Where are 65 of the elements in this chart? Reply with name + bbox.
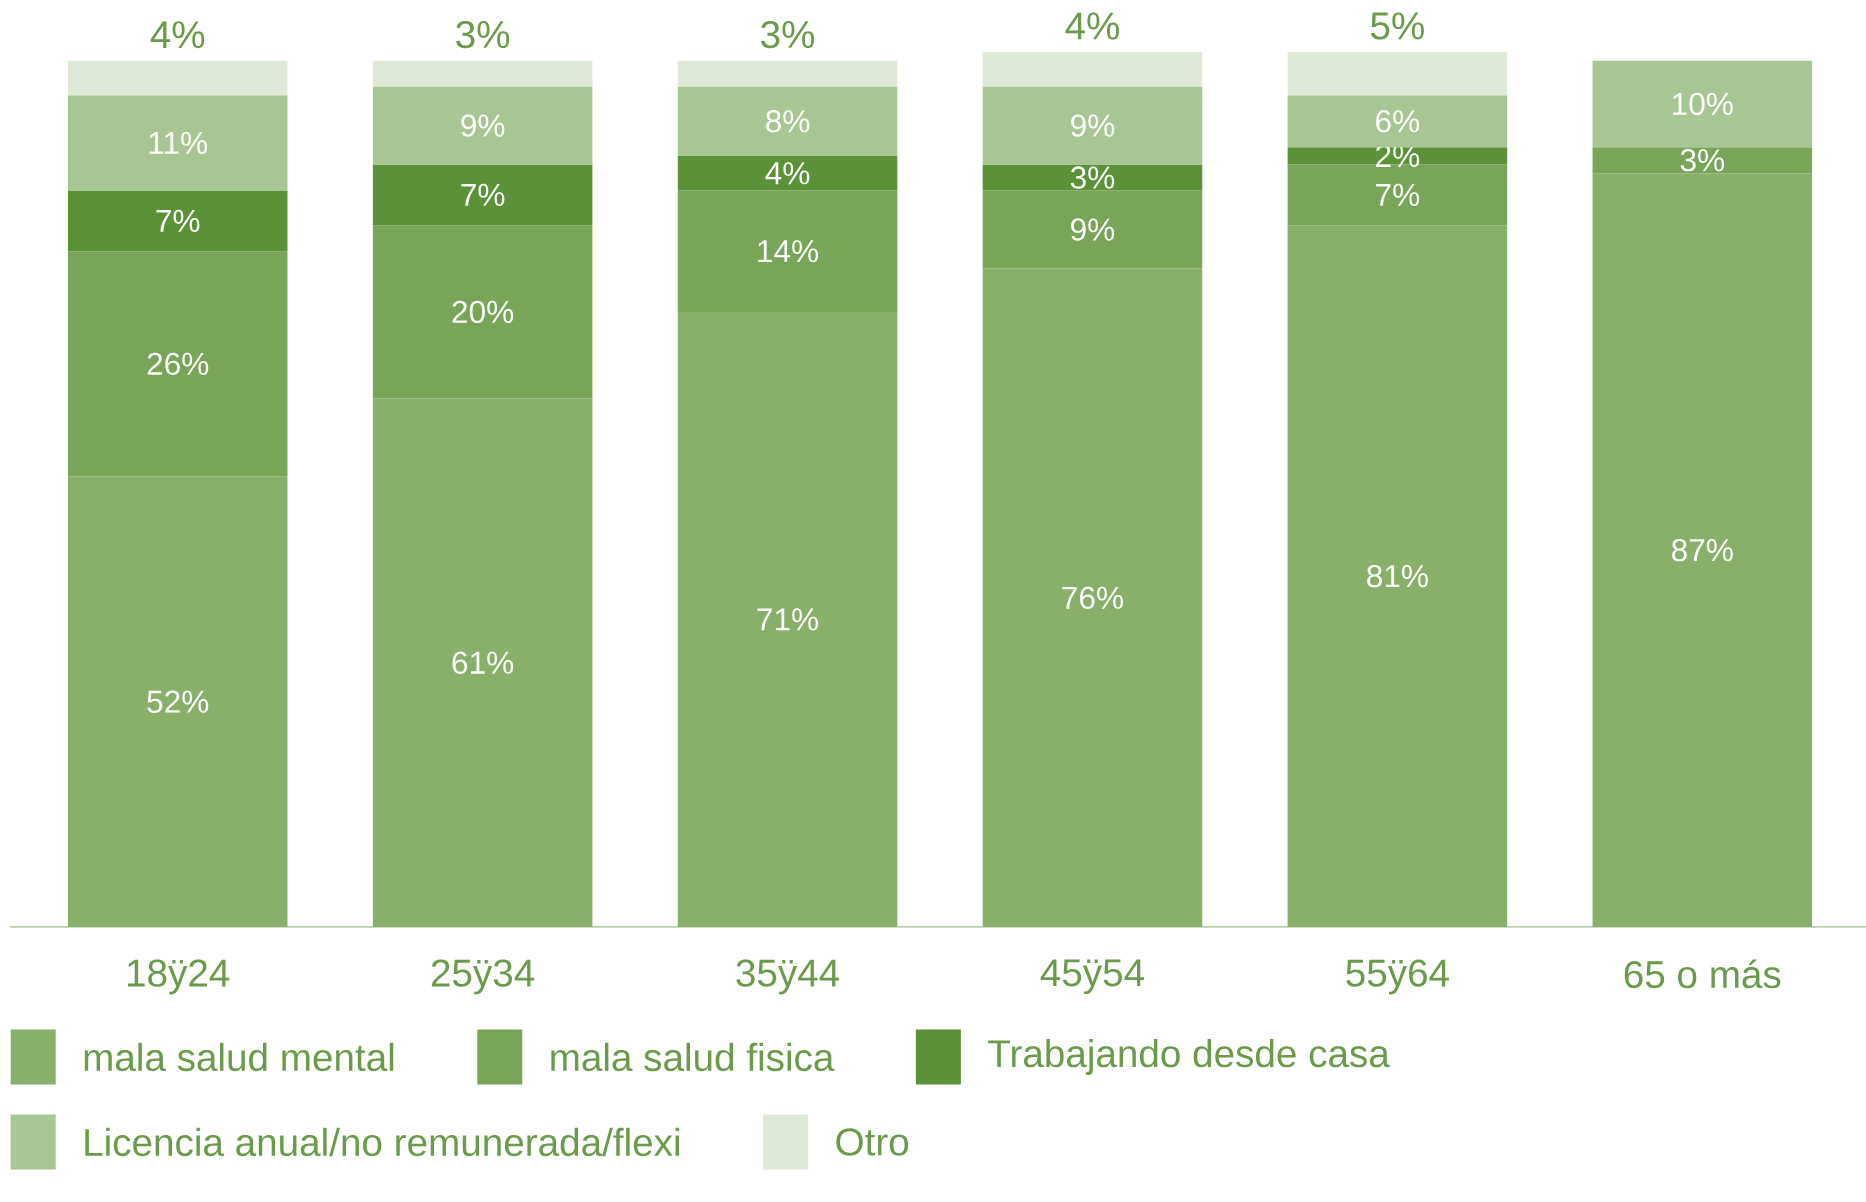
data-label: 5% bbox=[1371, 12, 1424, 40]
x-tick-label: 18ÿ24 bbox=[127, 959, 230, 995]
data-label: 14% bbox=[758, 240, 819, 263]
bar bbox=[372, 225, 593, 399]
data-label: 3% bbox=[456, 20, 510, 49]
bar bbox=[372, 164, 593, 226]
x-tick-label: 35ÿ44 bbox=[736, 959, 840, 995]
bar bbox=[1592, 60, 1813, 148]
data-label: 4% bbox=[150, 21, 205, 49]
bar bbox=[677, 155, 898, 191]
bar bbox=[982, 268, 1203, 927]
bar bbox=[677, 190, 898, 312]
data-label: 4% bbox=[1065, 12, 1119, 40]
bar bbox=[1287, 147, 1508, 165]
bar bbox=[982, 86, 1203, 165]
bar bbox=[677, 311, 898, 927]
bar bbox=[67, 476, 288, 927]
bar bbox=[677, 60, 898, 87]
data-label: 81% bbox=[1367, 564, 1428, 588]
data-label: 87% bbox=[1672, 538, 1733, 562]
bar bbox=[67, 251, 288, 477]
data-label: 3% bbox=[761, 20, 815, 49]
x-tick-label: 55ÿ64 bbox=[1346, 959, 1449, 995]
data-label: 6% bbox=[1376, 110, 1420, 133]
bar bbox=[1287, 51, 1508, 96]
legend-label: mala salud fisica bbox=[551, 1042, 835, 1072]
data-label: 52% bbox=[147, 690, 209, 713]
bar bbox=[677, 86, 898, 156]
data-label: 26% bbox=[147, 352, 209, 376]
data-label: 61% bbox=[452, 651, 514, 674]
bar bbox=[67, 60, 288, 96]
bar bbox=[982, 51, 1203, 87]
legend-label: Licencia anual/no remunerada/flexi bbox=[85, 1127, 680, 1157]
data-label: 7% bbox=[1376, 183, 1420, 206]
bar bbox=[1592, 147, 1813, 174]
legend-label: Trabajando desde casa bbox=[988, 1038, 1390, 1075]
bar bbox=[67, 95, 288, 191]
legend-label: mala salud mental bbox=[84, 1042, 394, 1072]
data-label: 8% bbox=[766, 110, 810, 133]
data-label: 9% bbox=[1071, 114, 1115, 137]
data-label: 76% bbox=[1062, 586, 1123, 609]
bar bbox=[982, 164, 1203, 191]
data-label: 7% bbox=[156, 209, 200, 232]
data-label: 20% bbox=[452, 300, 514, 324]
x-tick-label: 25ÿ34 bbox=[431, 959, 535, 995]
x-tick-label: 65 o más bbox=[1624, 959, 1781, 989]
bar bbox=[372, 60, 593, 87]
data-label: 3% bbox=[1070, 166, 1115, 189]
bar bbox=[982, 190, 1203, 269]
data-label: 7% bbox=[461, 183, 505, 206]
bar bbox=[1287, 225, 1508, 927]
data-label: 3% bbox=[1680, 149, 1725, 172]
bar bbox=[372, 86, 593, 165]
data-label: 10% bbox=[1673, 92, 1733, 116]
data-label: 71% bbox=[757, 608, 819, 631]
bar bbox=[372, 398, 593, 927]
x-tick-label: 45ÿ54 bbox=[1040, 959, 1144, 994]
data-label: 9% bbox=[461, 114, 505, 137]
bar bbox=[1287, 95, 1508, 148]
legend-label: Otro bbox=[836, 1128, 909, 1156]
data-label: 11% bbox=[149, 131, 208, 154]
bar bbox=[1592, 173, 1813, 927]
data-label: 9% bbox=[1071, 218, 1115, 241]
data-label: 4% bbox=[765, 162, 810, 185]
bar bbox=[67, 190, 288, 252]
